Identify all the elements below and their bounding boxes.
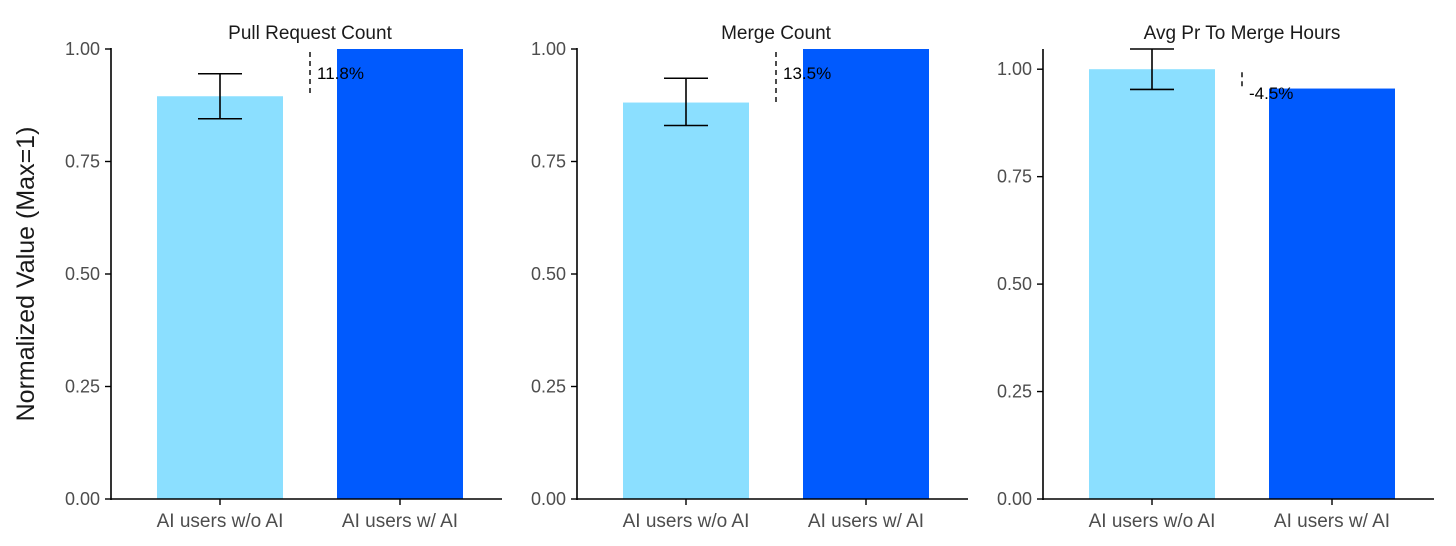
panel-3-category-label: AI users w/ AI bbox=[1274, 511, 1390, 532]
panel-3-y-tick-label: 1.00 bbox=[997, 59, 1032, 79]
panel-1-y-tick-label: 1.00 bbox=[65, 39, 100, 59]
panel-2-y-tick-label: 0.50 bbox=[531, 264, 566, 284]
panel-2-bar-without-ai bbox=[623, 102, 749, 500]
panel-1-y-tick-label: 0.25 bbox=[65, 377, 100, 397]
panel-3-y-tick-label: 0.50 bbox=[997, 274, 1032, 294]
panel-1-bar-without-ai bbox=[157, 96, 283, 499]
panel-3-y-tick-label: 0.75 bbox=[997, 167, 1032, 187]
panel-1-percent-change: 11.8% bbox=[317, 64, 364, 83]
panel-1-bar-with-ai bbox=[337, 49, 463, 499]
panel-1-y-tick-label: 0.75 bbox=[65, 152, 100, 172]
panel-2-y-tick-label: 1.00 bbox=[531, 39, 566, 59]
panel-3-y-tick-label: 0.00 bbox=[997, 489, 1032, 509]
panel-1-category-label: AI users w/ AI bbox=[342, 511, 458, 532]
panel-3-bar-without-ai bbox=[1089, 69, 1215, 500]
panel-1-y-tick-label: 0.00 bbox=[65, 489, 100, 509]
panel-2-y-tick-label: 0.25 bbox=[531, 377, 566, 397]
panel-2-y-tick-label: 0.75 bbox=[531, 152, 566, 172]
panel-2-title: Merge Count bbox=[721, 23, 832, 44]
panel-3-y-tick-label: 0.25 bbox=[997, 382, 1032, 402]
panel-2-category-label: AI users w/ AI bbox=[808, 511, 924, 532]
panel-1-y-tick-label: 0.50 bbox=[65, 264, 100, 284]
panel-3-category-label: AI users w/o AI bbox=[1089, 511, 1216, 532]
panel-1-category-label: AI users w/o AI bbox=[157, 511, 284, 532]
panel-2-category-label: AI users w/o AI bbox=[623, 511, 750, 532]
panel-3-percent-change: -4.5% bbox=[1249, 84, 1293, 103]
y-axis-label: Normalized Value (Max=1) bbox=[12, 127, 40, 422]
panel-1-title: Pull Request Count bbox=[228, 23, 392, 44]
panel-2-percent-change: 13.5% bbox=[783, 64, 831, 83]
panel-2-y-tick-label: 0.00 bbox=[531, 489, 566, 509]
panel-3-bar-with-ai bbox=[1269, 88, 1395, 499]
panel-3-title: Avg Pr To Merge Hours bbox=[1144, 23, 1341, 44]
panel-2-bar-with-ai bbox=[803, 49, 929, 499]
